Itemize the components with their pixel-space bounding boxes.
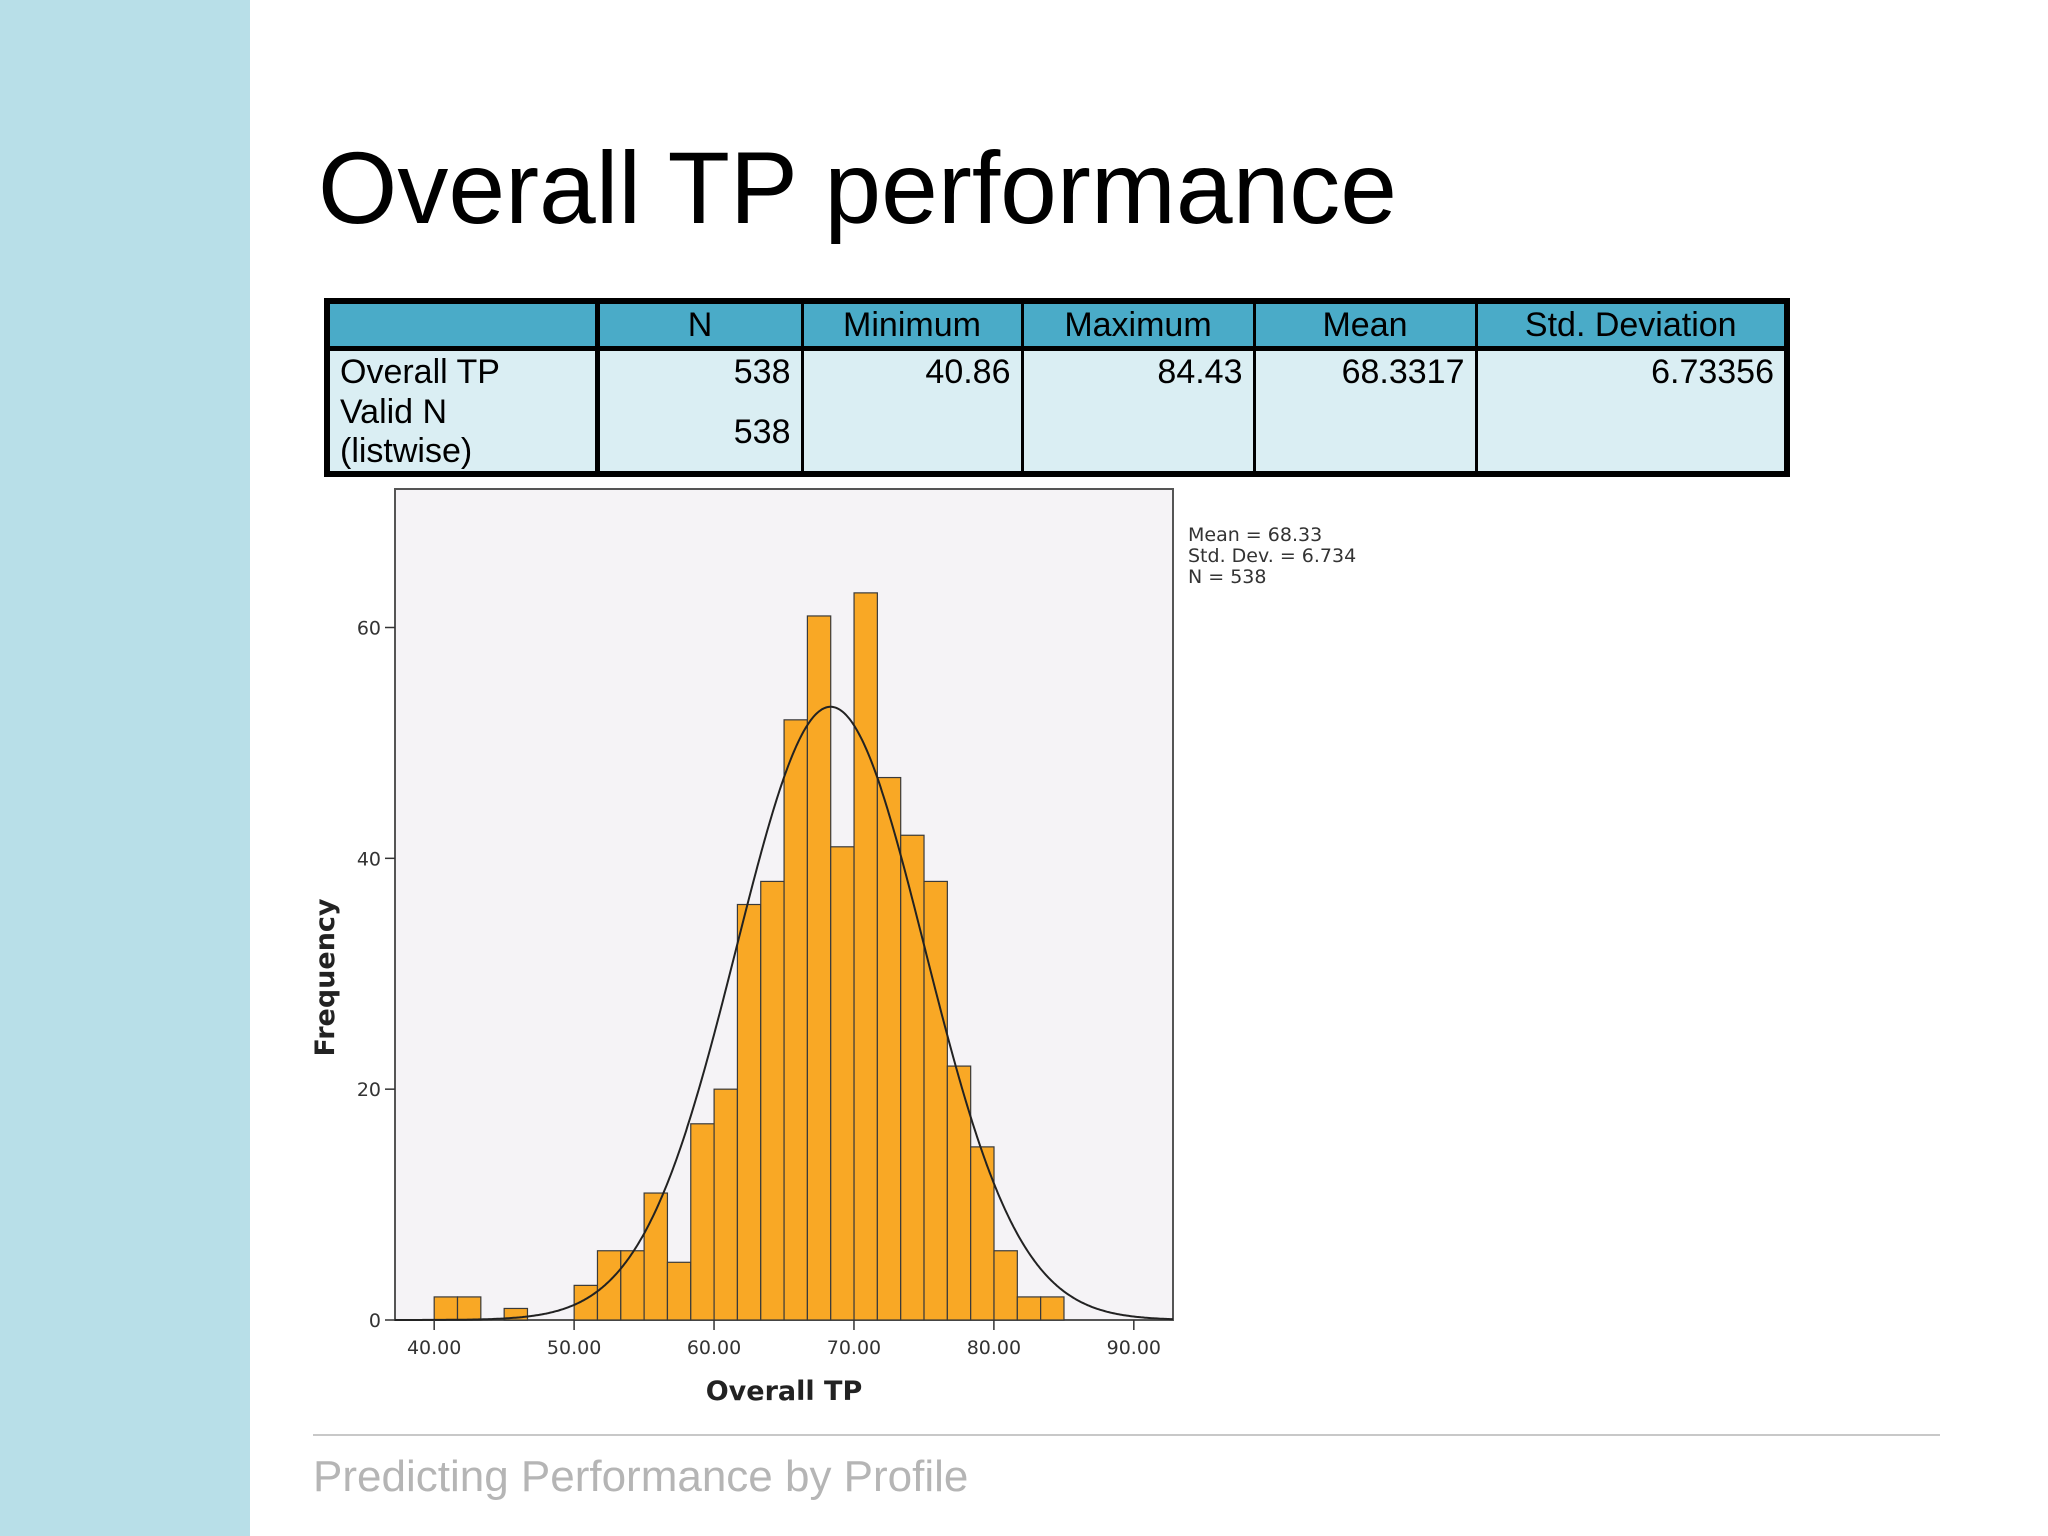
histogram-bar	[900, 834, 925, 1321]
histogram-bar	[666, 1261, 692, 1321]
histogram-bar	[923, 880, 948, 1321]
cell-mean	[1252, 393, 1476, 474]
cell-minimum	[800, 393, 1022, 474]
histogram-bar	[876, 776, 902, 1321]
table-header-row: N Minimum Maximum Mean Std. Deviation	[325, 299, 1789, 351]
row-label: Valid N (listwise)	[325, 393, 600, 474]
cell-n: 538	[595, 348, 802, 393]
cell-std	[1474, 393, 1787, 474]
histogram-bar	[736, 903, 762, 1321]
x-tick-label: 50.00	[547, 1337, 601, 1359]
histogram-bar	[853, 592, 878, 1321]
histogram-bar	[1040, 1296, 1065, 1321]
table-row: Overall TP 538 40.86 84.43 68.3317 6.733…	[325, 348, 1787, 393]
histogram-bar	[620, 1250, 645, 1321]
legend-entry: N = 538	[1188, 566, 1266, 588]
histogram-bar	[970, 1146, 995, 1321]
histogram-bar	[456, 1296, 482, 1321]
cell-mean: 68.3317	[1252, 348, 1476, 393]
table-header-mean: Mean	[1252, 299, 1478, 351]
y-tick-label: 40	[357, 848, 381, 870]
table-header-n: N	[595, 299, 804, 351]
histogram-chart: 0 20 40 60 40.00 50.00 60.00 70.00 80.00 90.00 Ove…	[310, 488, 1356, 1407]
histogram-bar	[1016, 1296, 1042, 1321]
x-tick-label: 40.00	[407, 1337, 461, 1359]
y-tick-label: 0	[369, 1310, 381, 1332]
x-tick-label: 60.00	[687, 1337, 741, 1359]
y-axis-label: Frequency	[310, 898, 341, 1056]
cell-minimum: 40.86	[800, 348, 1022, 393]
x-axis-label: Overall TP	[706, 1376, 863, 1407]
cell-std: 6.73356	[1474, 348, 1787, 393]
histogram-bar	[596, 1250, 622, 1321]
table-header-maximum: Maximum	[1020, 299, 1256, 351]
table-header-blank	[325, 299, 600, 351]
x-tick-label: 80.00	[967, 1337, 1021, 1359]
histogram-bar	[713, 1088, 739, 1321]
footer-divider	[313, 1434, 1940, 1436]
histogram-bar	[760, 880, 785, 1321]
table-header-std: Std. Deviation	[1474, 299, 1789, 351]
slide-footer: Predicting Performance by Profile	[313, 1452, 969, 1501]
table-header-minimum: Minimum	[800, 299, 1024, 351]
legend-entry: Mean = 68.33	[1188, 524, 1322, 546]
cell-maximum	[1020, 393, 1254, 474]
cell-n: 538	[595, 393, 802, 474]
row-label: Overall TP	[325, 348, 600, 393]
sidebar-band	[0, 0, 250, 1536]
legend-entry: Std. Dev. = 6.734	[1188, 545, 1356, 567]
histogram-bar	[433, 1296, 459, 1321]
normal-curve	[395, 705, 1174, 1321]
histogram-bar	[690, 1123, 715, 1321]
histogram-bar	[783, 719, 808, 1321]
x-tick-label: 70.00	[827, 1337, 881, 1359]
slide-title: Overall TP performance	[318, 131, 1398, 245]
y-tick-label: 20	[357, 1079, 381, 1101]
descriptive-statistics-table: N Minimum Maximum Mean Std. Deviation Ov…	[324, 298, 1790, 477]
x-tick-label: 90.00	[1107, 1337, 1161, 1359]
histogram-bar	[993, 1250, 1018, 1321]
histogram-bar	[643, 1192, 669, 1321]
cell-maximum: 84.43	[1020, 348, 1254, 393]
y-tick-label: 60	[357, 618, 381, 640]
table-row: Valid N (listwise) 538	[325, 393, 1787, 474]
histogram-bar	[503, 1307, 529, 1321]
histogram-bar	[830, 846, 855, 1321]
